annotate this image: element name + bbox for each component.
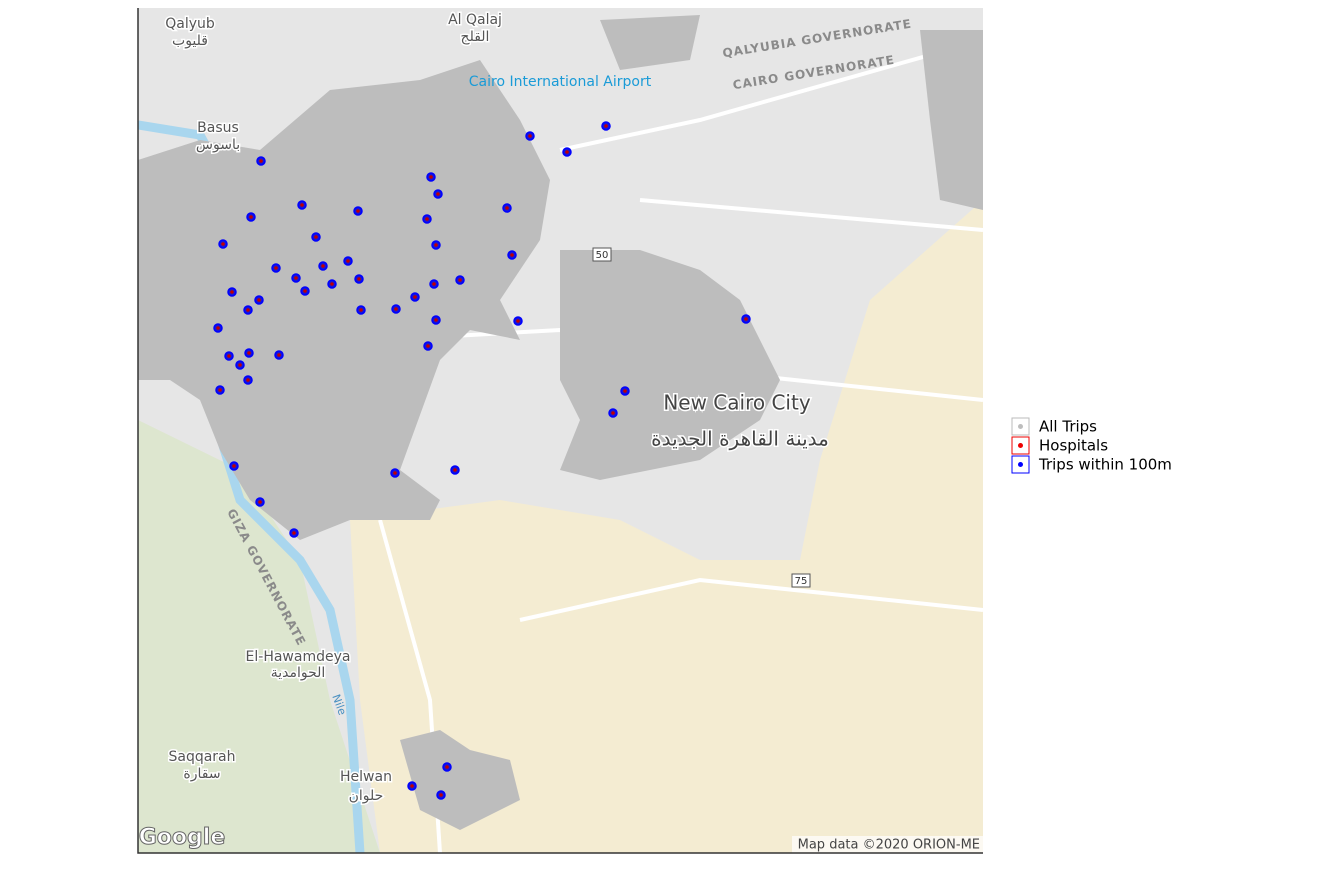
hospital xyxy=(330,282,334,286)
place-label: مدينة القاهرة الجديدة xyxy=(651,427,829,451)
place-label: قليوب xyxy=(172,33,208,49)
hospital xyxy=(357,277,361,281)
place-label: El-Hawamdeya xyxy=(246,649,351,665)
trip-density xyxy=(138,15,983,830)
place-label: Basus xyxy=(197,120,239,136)
hospital xyxy=(604,124,608,128)
place-label: Qalyub xyxy=(165,16,215,32)
hospital xyxy=(314,235,318,239)
place-label: باسوس xyxy=(196,137,240,153)
hospital xyxy=(744,317,748,321)
hospital xyxy=(274,266,278,270)
road-shield xyxy=(791,573,811,588)
hospital xyxy=(611,411,615,415)
hospital xyxy=(277,353,281,357)
hospital xyxy=(356,209,360,213)
legend: All Trips Hospitals Trips within 100m xyxy=(1011,417,1172,474)
hospital xyxy=(246,308,250,312)
place-label: Helwan xyxy=(340,769,392,785)
place-label: New Cairo City xyxy=(663,391,810,415)
panel-border xyxy=(137,8,983,854)
attribution: Map data ©2020 ORION-ME xyxy=(798,838,980,853)
hospital xyxy=(434,243,438,247)
map-panel: Qalyub قليوب Al Qalaj القلج QALYUBIA GOV… xyxy=(138,8,983,853)
place-label: Saqqarah xyxy=(168,749,235,765)
place-label: القلج xyxy=(461,29,490,45)
legend-symbol xyxy=(1018,424,1023,429)
hospital xyxy=(300,203,304,207)
hospital xyxy=(565,150,569,154)
hospital xyxy=(232,464,236,468)
legend-label: All Trips xyxy=(1039,418,1097,436)
hospital xyxy=(292,531,296,535)
hospital xyxy=(257,298,261,302)
place-label: الحوامدية xyxy=(271,665,326,681)
hospital xyxy=(429,175,433,179)
hospital xyxy=(238,363,242,367)
hospital xyxy=(394,307,398,311)
hospital xyxy=(230,290,234,294)
attribution-bg xyxy=(792,836,983,853)
hospital xyxy=(258,500,262,504)
legend-symbol xyxy=(1018,443,1023,448)
hospital xyxy=(359,308,363,312)
hospital xyxy=(259,159,263,163)
trips-within-100m xyxy=(213,121,751,800)
farmland xyxy=(138,420,380,853)
desert xyxy=(350,200,983,853)
hospital xyxy=(221,242,225,246)
hospital xyxy=(445,765,449,769)
hospital xyxy=(516,319,520,323)
hospital xyxy=(346,259,350,263)
legend-label: Hospitals xyxy=(1039,437,1108,455)
map-logo: Google xyxy=(139,825,226,850)
hospital xyxy=(432,282,436,286)
hospital xyxy=(425,217,429,221)
legend-label: Trips within 100m xyxy=(1038,456,1172,474)
hospital xyxy=(436,192,440,196)
hospital xyxy=(321,264,325,268)
hospital xyxy=(453,468,457,472)
hospital xyxy=(505,206,509,210)
place-label: Al Qalaj xyxy=(448,12,502,28)
hospital xyxy=(439,793,443,797)
hospital xyxy=(458,278,462,282)
hospital xyxy=(247,351,251,355)
hospital xyxy=(294,276,298,280)
hospital xyxy=(413,295,417,299)
road-number: 75 xyxy=(795,576,808,587)
hospital xyxy=(218,388,222,392)
hospital xyxy=(426,344,430,348)
hospital xyxy=(510,253,514,257)
hospital xyxy=(528,134,532,138)
place-label: سقارة xyxy=(183,766,220,782)
hospital xyxy=(246,378,250,382)
hospital xyxy=(216,326,220,330)
hospital xyxy=(623,389,627,393)
hospital xyxy=(249,215,253,219)
airport-label: Cairo International Airport xyxy=(469,74,652,90)
hospital xyxy=(393,471,397,475)
place-label: حلوان xyxy=(349,788,384,804)
road-number: 50 xyxy=(596,250,609,261)
road-shield xyxy=(592,247,612,262)
legend-symbol xyxy=(1018,462,1023,467)
hospital xyxy=(410,784,414,788)
hospital xyxy=(434,318,438,322)
hospital xyxy=(227,354,231,358)
hospital xyxy=(303,289,307,293)
